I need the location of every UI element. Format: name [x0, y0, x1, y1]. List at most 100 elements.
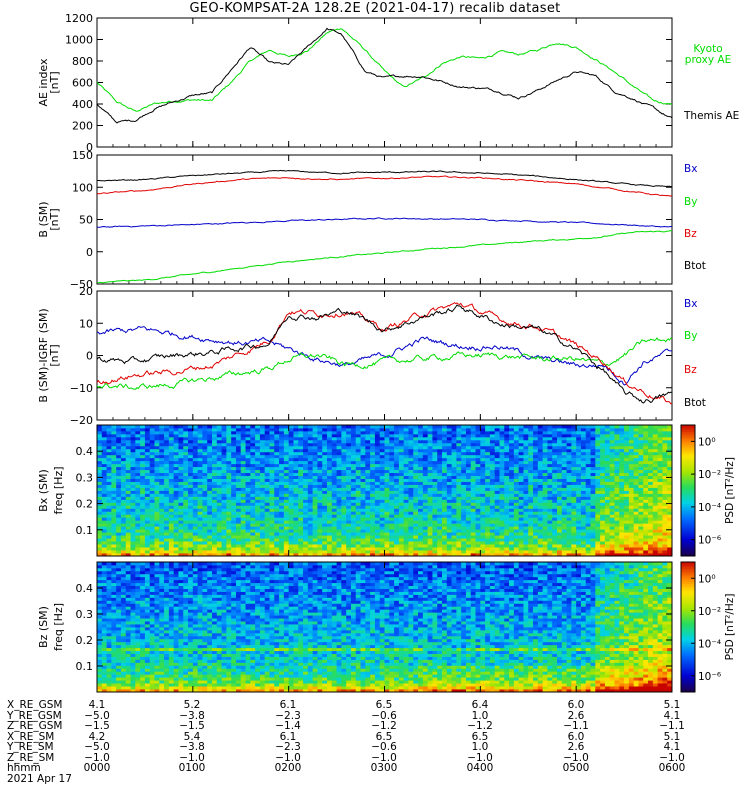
spectrogram-cell — [140, 451, 146, 456]
spectrogram-cell — [259, 457, 266, 462]
spectrogram-cell — [173, 463, 179, 468]
spectrogram-cell — [250, 523, 256, 527]
spectrogram-cell — [504, 544, 510, 548]
spectrogram-cell — [101, 466, 107, 471]
spectrogram-cell — [178, 496, 184, 500]
spectrogram-cell — [197, 547, 203, 551]
spectrogram-cell — [509, 505, 515, 509]
spectrogram-cell — [140, 520, 146, 524]
spectrogram-cell — [140, 532, 146, 536]
spectrogram-cell — [283, 445, 290, 450]
spectrogram-cell — [374, 460, 381, 465]
spectrogram-cell — [279, 481, 285, 485]
spectrogram-cell — [456, 472, 462, 477]
spectrogram-cell — [561, 511, 567, 515]
spectrogram-cell — [427, 487, 433, 491]
spectrogram-cell — [537, 520, 544, 524]
spectrogram-cell — [231, 490, 237, 494]
spectrogram-cell — [192, 511, 199, 515]
spectrogram-cell — [504, 460, 510, 465]
spectrogram-cell — [446, 442, 452, 447]
spectrogram-cell — [125, 520, 131, 524]
spectrogram-cell — [322, 481, 328, 485]
spectrogram-cell — [595, 514, 601, 518]
spectrogram-cell — [221, 529, 227, 533]
spectrogram-cell — [183, 448, 189, 453]
spectrogram-cell — [595, 508, 601, 512]
spectrogram-cell — [130, 454, 136, 459]
spectrogram-cell — [355, 475, 361, 479]
spectrogram-cell — [207, 457, 213, 462]
spectrogram-cell — [604, 526, 611, 530]
spectrogram-cell — [97, 430, 103, 435]
spectrogram-cell — [533, 445, 539, 450]
spectrogram-cell — [97, 442, 103, 447]
spectrogram-cell — [480, 433, 486, 438]
spectrogram-cell — [97, 460, 103, 465]
spectrogram-cell — [446, 490, 452, 494]
spectrogram-cell — [279, 478, 285, 482]
spectrogram-cell — [202, 523, 208, 527]
spectrogram-cell — [513, 475, 520, 479]
spectrogram-cell — [403, 511, 409, 515]
spectrogram-cell — [125, 511, 131, 515]
spectrogram-cell — [604, 529, 611, 533]
spectrogram-cell — [303, 544, 309, 548]
spectrogram-cell — [140, 430, 146, 435]
spectrogram-cell — [427, 439, 433, 444]
spectrogram-cell — [394, 445, 400, 450]
spectrogram-cell — [528, 460, 534, 465]
spectrogram-cell — [580, 481, 587, 485]
spectrogram-cell — [259, 430, 266, 435]
spectrogram-cell — [533, 550, 539, 554]
spectrogram-cell — [590, 544, 596, 548]
spectrogram-cell — [269, 553, 275, 557]
spectrogram-cell — [523, 475, 529, 479]
spectrogram-cell — [235, 445, 242, 450]
spectrogram-cell — [571, 454, 577, 459]
spectrogram-cell — [144, 439, 151, 444]
spectrogram-cell — [336, 481, 342, 485]
spectrogram-cell — [106, 457, 112, 462]
spectrogram-cell — [130, 457, 136, 462]
spectrogram-cell — [451, 490, 457, 494]
spectrogram-cell — [336, 457, 342, 462]
spectrogram-cell — [202, 425, 208, 429]
spectrogram-cell — [494, 425, 500, 429]
spectrogram-cell — [212, 502, 218, 506]
spectrogram-cell — [269, 430, 275, 435]
spectrogram-cell — [465, 433, 472, 438]
spectrogram-cell — [552, 529, 558, 533]
spectrogram-cell — [408, 487, 414, 491]
spectrogram-cell — [197, 469, 203, 474]
spectrogram-cell — [595, 454, 601, 459]
spectrogram-cell — [307, 526, 314, 530]
spectrogram-cell — [494, 517, 500, 521]
spectrogram-cell — [341, 541, 347, 545]
spectrogram-cell — [101, 481, 107, 485]
spectrogram-cell — [442, 481, 448, 485]
spectrogram-cell — [322, 463, 328, 468]
spectrogram-cell — [264, 463, 270, 468]
spectrogram-cell — [183, 493, 189, 497]
spectrogram-cell — [509, 442, 515, 447]
spectrogram-cell — [461, 448, 467, 453]
spectrogram-cell — [384, 442, 390, 447]
spectrogram-cell — [475, 517, 481, 521]
spectrogram-cell — [183, 499, 189, 503]
spectrogram-cell — [317, 487, 323, 491]
spectrogram-cell — [164, 523, 170, 527]
spectrogram-cell — [346, 532, 352, 536]
spectrogram-cell — [240, 514, 246, 518]
spectrogram-cell — [595, 463, 601, 468]
spectrogram-cell — [537, 427, 544, 432]
spectrogram-cell — [418, 430, 424, 435]
spectrogram-cell — [480, 457, 486, 462]
spectrogram-cell — [173, 496, 179, 500]
spectrogram-cell — [178, 547, 184, 551]
spectrogram-cell — [561, 538, 567, 542]
spectrogram-cell — [307, 538, 314, 542]
spectrogram-cell — [355, 550, 361, 554]
spectrogram-cell — [120, 508, 127, 512]
spectrogram-cell — [154, 508, 160, 512]
